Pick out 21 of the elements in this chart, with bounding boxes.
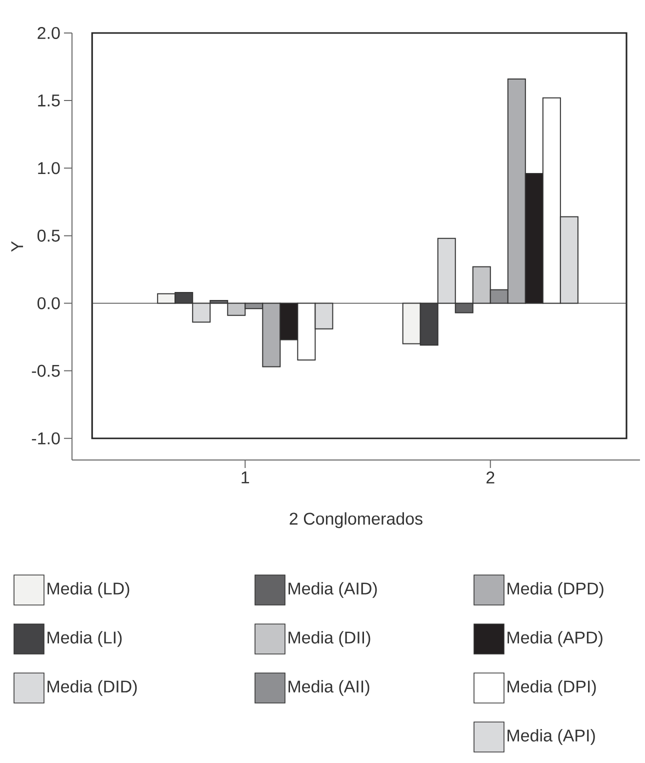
y-tick-label: 0.5: [37, 230, 60, 242]
legend-label: Media (APD): [508, 631, 602, 647]
legend-label: Media (DPI): [508, 680, 596, 696]
legend-label: Media (DII): [288, 631, 370, 647]
legend-label: Media (DID): [48, 680, 137, 696]
x-tick-label: 1: [242, 472, 250, 484]
y-tick-label: 2.0: [38, 26, 60, 40]
y-tick-label: 1.0: [38, 162, 60, 174]
legend-label: Media (AID): [288, 582, 377, 598]
y-tick-label: -1.0: [32, 432, 60, 444]
legend-label: Media (LI): [48, 631, 122, 647]
legend-label: Media (API): [508, 729, 595, 745]
legend-label: Media (DPD): [508, 582, 604, 598]
y-axis-title: Y: [11, 241, 24, 252]
x-axis-title: 2 Conglomerados: [290, 512, 422, 528]
y-tick-label: 0.0: [37, 297, 60, 310]
legend-label: Media (LD): [48, 582, 130, 598]
y-tick-label: 1.5: [38, 94, 60, 106]
x-tick-label: 2: [486, 472, 494, 484]
y-tick-label: -0.5: [32, 364, 60, 377]
legend-label: Media (AII): [288, 680, 370, 696]
